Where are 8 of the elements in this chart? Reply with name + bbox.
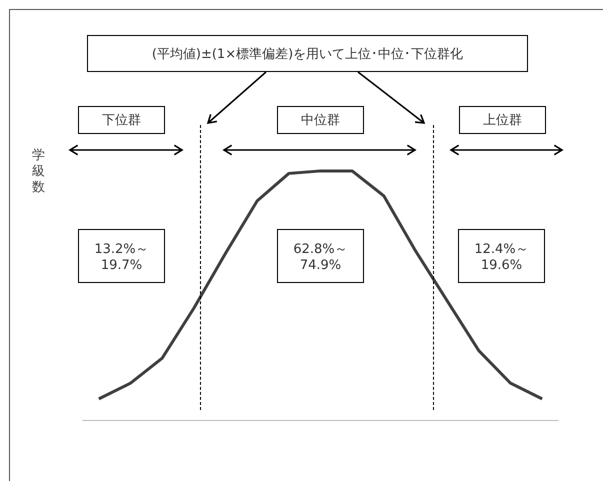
annotation: 13.2%～ 19.7% bbox=[78, 229, 165, 283]
annotation: 12.4%～ 19.6% bbox=[458, 229, 545, 283]
text: (平均値)±(1×標準偏差)を用いて上位･中位･下位群化 bbox=[87, 35, 528, 72]
annotation: 62.8%～ 74.9% bbox=[277, 229, 364, 283]
text: 中位群 bbox=[277, 106, 364, 134]
text: 下位群 bbox=[78, 106, 165, 134]
text: 上位群 bbox=[459, 106, 546, 134]
y-axis-title: 学級数 bbox=[31, 148, 46, 196]
